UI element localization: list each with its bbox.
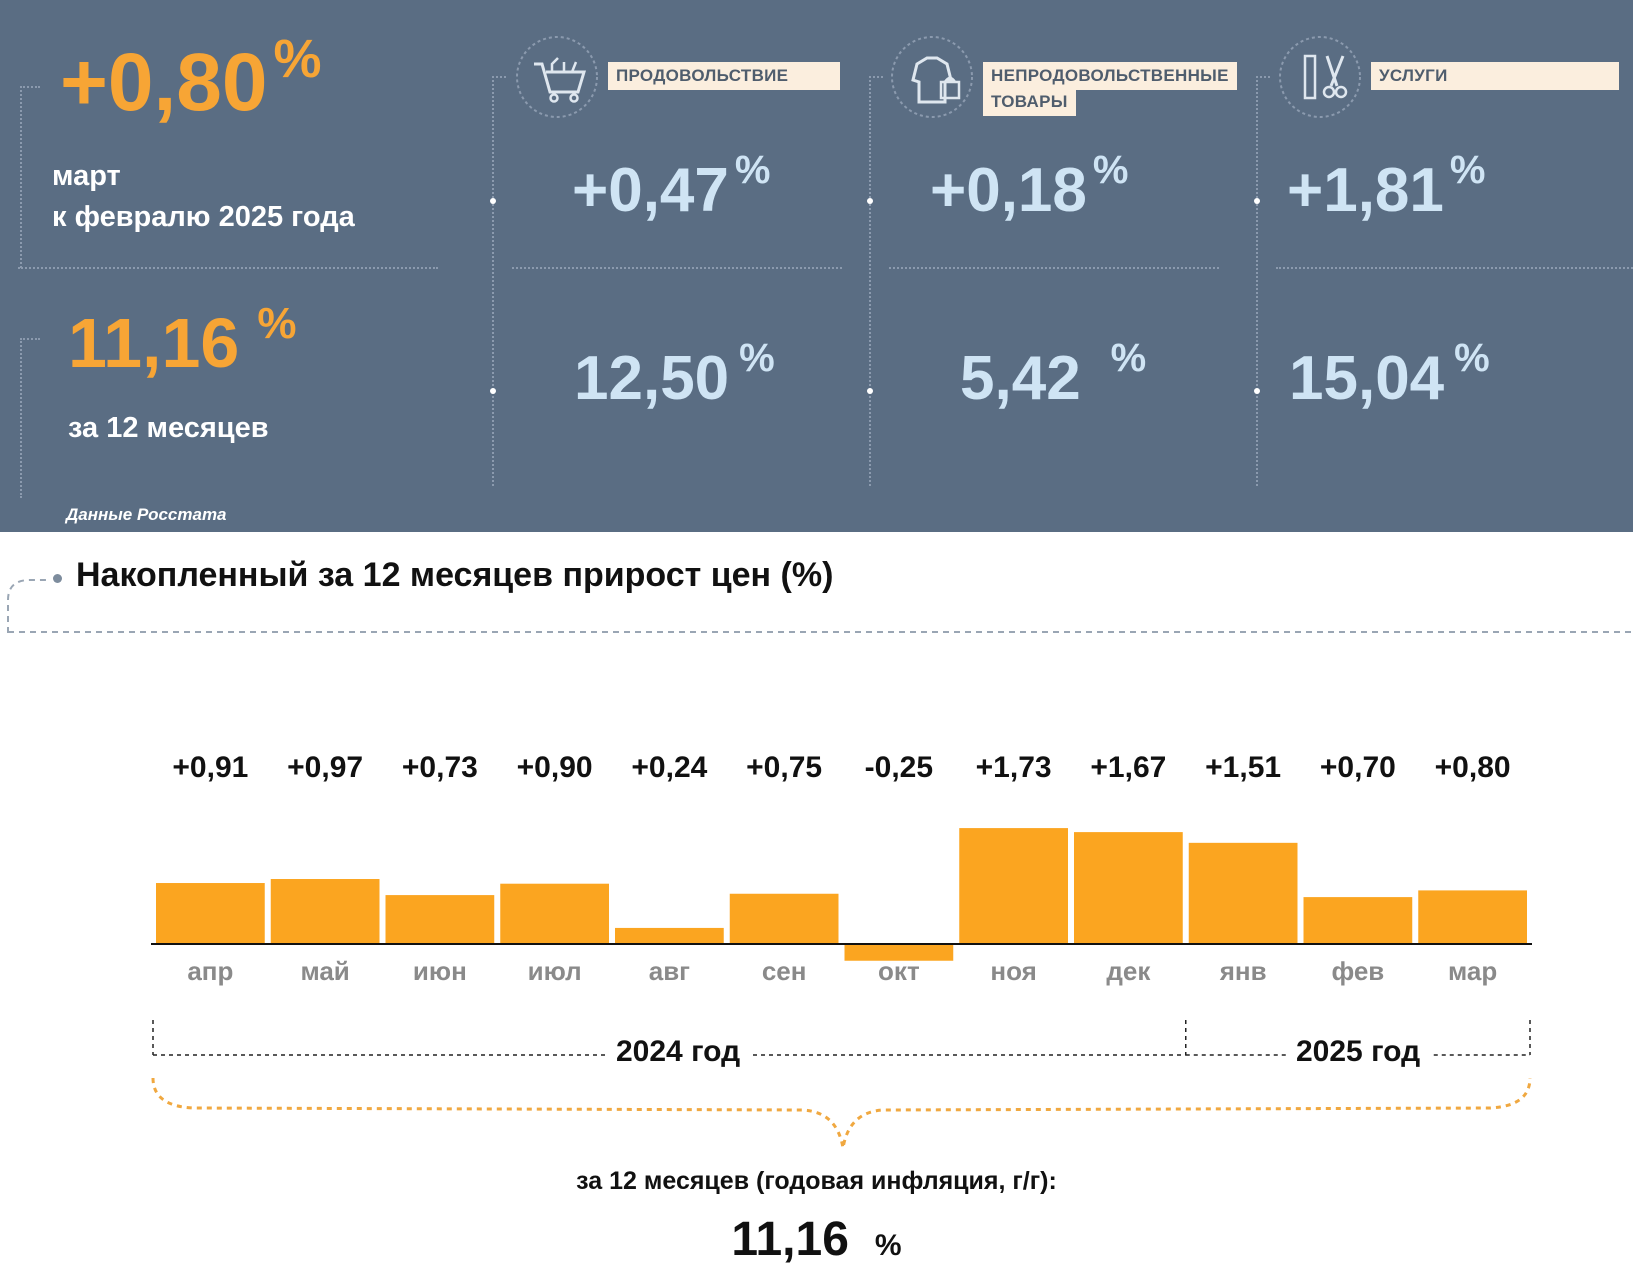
month-label: ноя [990,956,1036,986]
shopping-cart-icon [514,34,600,120]
connector-node [867,388,873,394]
bar-ноя [959,828,1068,944]
value-label: +0,80 [1435,751,1511,784]
month-label: май [300,956,349,986]
connector-line [1256,76,1258,486]
category-label: НЕПРОДОВОЛЬСТВЕННЫЕ [983,62,1237,90]
category-monthly-value: +0,18% [930,148,1129,225]
value-label: +1,51 [1205,751,1281,784]
summary-value-number: 11,16 [731,1213,849,1266]
month-label: апр [187,956,233,986]
value-label: -0,25 [865,751,933,784]
title-connector-line [7,579,50,633]
monthly-caption-line2: к февралю 2025 года [52,201,355,233]
bar-авг [615,927,724,944]
monthly-inflation-value: +0,80% [60,32,322,124]
connector-line [492,76,494,486]
connector-line [1256,76,1270,78]
bar-июл [500,883,609,944]
connector-line [492,76,506,78]
scissors-comb-icon [1277,34,1363,120]
bar-сен [729,893,839,944]
annual-caption: за 12 месяцев [68,412,269,444]
year-group-label: 2025 год [1286,1035,1431,1069]
percent-sign: % [257,299,297,348]
month-label: июл [528,956,582,986]
divider-line [889,267,1219,269]
chart-title: Накопленный за 12 месяцев прирост цен (%… [76,556,834,594]
value-label: +1,73 [976,751,1052,784]
value-label: +0,73 [402,751,478,784]
summary-caption: за 12 месяцев (годовая инфляция, г/г): [576,1167,1057,1195]
bar-мар [1418,890,1527,944]
percent-sign: % [273,29,322,89]
connector-line [20,86,22,268]
value-label: +0,75 [746,751,822,784]
connector-line [20,338,40,340]
value-label: +0,97 [287,751,363,784]
month-label: сен [762,956,807,986]
month-label: дек [1106,956,1151,986]
month-label: фев [1331,956,1384,986]
category-label: ПРОДОВОЛЬСТВИЕ [608,62,840,90]
value-label: +0,91 [172,751,248,784]
divider-line [512,267,842,269]
bar-июн [385,895,495,944]
category-annual-value: 5,42% [960,336,1147,413]
summary-panel: +0,80% март к февралю 2025 года 11,16% з… [0,0,1633,532]
connector-line [869,76,883,78]
category-monthly-value: +1,81% [1287,148,1486,225]
bar-дек [1074,832,1183,944]
value-label: +0,90 [517,751,593,784]
category-monthly-value: +0,47% [572,148,771,225]
annual-inflation-value: 11,16% [68,302,296,379]
summary-value-unit: % [874,1229,902,1262]
monthly-caption-line1: март [52,160,121,192]
source-note: Данные Росстата [66,505,227,524]
bar-май [270,879,380,944]
bar-фев [1303,897,1413,944]
connector-node [490,388,496,394]
category-label: УСЛУГИ [1371,62,1619,90]
monthly-value-text: +0,80 [60,37,268,128]
category-annual-value: 15,04% [1289,336,1490,413]
divider-line [18,267,438,269]
connector-line [869,76,871,486]
value-label: +0,70 [1320,751,1396,784]
month-label: июн [413,956,467,986]
annual-value-text: 11,16 [68,304,240,382]
connector-node [1254,388,1260,394]
bar-апр [156,883,265,944]
connector-line [20,86,40,88]
annual-brace [151,1077,1532,1149]
year-group-label: 2024 год [606,1035,751,1069]
bar-янв [1188,842,1298,944]
value-label: +1,67 [1090,751,1166,784]
connector-node [1254,198,1260,204]
month-label: авг [649,956,690,986]
category-annual-value: 12,50% [574,336,775,413]
clothes-bag-icon [889,34,975,120]
category-label-line2: ТОВАРЫ [983,88,1076,116]
month-label: мар [1448,956,1497,986]
summary-value: 11,16% [0,1212,1633,1267]
month-label: окт [878,956,920,986]
connector-line [20,338,22,498]
bar-окт [844,944,954,961]
title-bullet-icon [53,574,62,583]
connector-node [490,198,496,204]
month-label: янв [1219,956,1267,986]
value-label: +0,24 [631,751,707,784]
connector-node [867,198,873,204]
divider-line [1276,267,1633,269]
